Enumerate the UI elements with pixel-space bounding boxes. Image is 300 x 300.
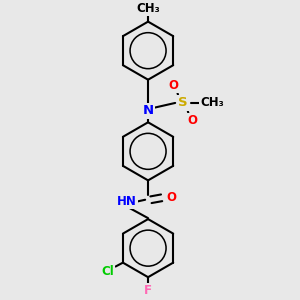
Text: S: S	[178, 96, 188, 110]
Text: O: O	[188, 114, 198, 127]
Text: CH₃: CH₃	[136, 2, 160, 15]
Text: O: O	[166, 191, 176, 204]
Text: N: N	[142, 104, 154, 117]
Text: HN: HN	[117, 195, 137, 208]
Text: O: O	[168, 79, 178, 92]
Text: F: F	[144, 284, 152, 297]
Text: CH₃: CH₃	[200, 96, 224, 110]
Text: Cl: Cl	[101, 265, 114, 278]
